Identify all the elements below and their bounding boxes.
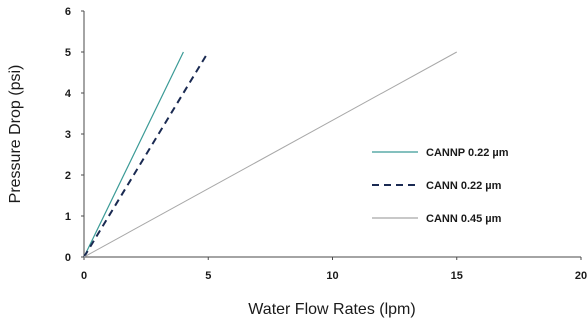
- y-tick-label: 5: [65, 47, 71, 59]
- series-line-2: [83, 51, 210, 258]
- legend: CANNP 0.22 µm CANN 0.22 µm CANN 0.45 µm: [372, 147, 509, 225]
- series-line-3: [83, 51, 457, 258]
- y-axis-title: Pressure Drop (psi): [7, 65, 24, 204]
- legend-label-2: CANN 0.22 µm: [426, 180, 502, 192]
- x-tick-label: 15: [451, 270, 463, 282]
- x-tick-label: 0: [81, 270, 87, 282]
- x-tick-label: 10: [326, 270, 338, 282]
- y-tick-label: 4: [65, 88, 72, 100]
- axes: [81, 10, 582, 260]
- y-tick-label: 3: [65, 129, 71, 141]
- legend-label-3: CANN 0.45 µm: [426, 213, 502, 225]
- y-tick-label: 2: [65, 170, 71, 182]
- y-tick-label: 1: [65, 211, 71, 223]
- series-line-1: [83, 51, 184, 258]
- x-tick-label: 5: [205, 270, 211, 282]
- x-tick-label: 20: [575, 270, 587, 282]
- series-lines: [83, 51, 457, 258]
- x-axis-title: Water Flow Rates (lpm): [248, 301, 415, 318]
- legend-label-1: CANNP 0.22 µm: [426, 147, 509, 159]
- y-tick-label: 6: [65, 6, 71, 18]
- y-tick-label: 0: [65, 252, 71, 264]
- tick-labels: 0 1 2 3 4 5 6 0 5 10 15 20: [65, 6, 587, 282]
